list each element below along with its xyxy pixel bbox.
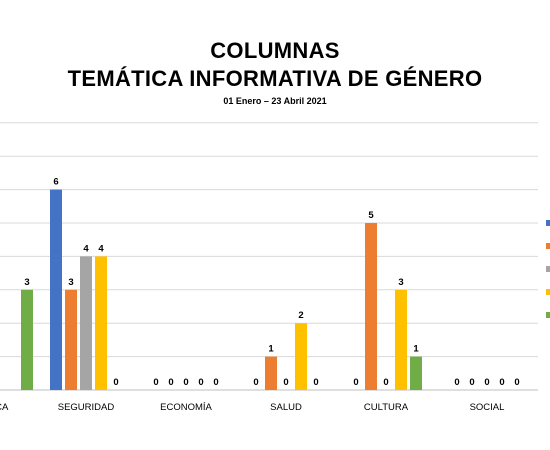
data-label: 0	[183, 377, 188, 388]
data-label: 0	[484, 377, 489, 388]
legend-marker	[546, 266, 550, 272]
data-label: 0	[153, 377, 158, 388]
bar	[95, 256, 107, 390]
data-label: 1	[413, 344, 419, 355]
data-label: 0	[113, 377, 118, 388]
bar	[80, 256, 92, 390]
data-label: 0	[168, 377, 173, 388]
data-label: 0	[198, 377, 203, 388]
data-label: 5	[368, 210, 374, 221]
data-label: 0	[383, 377, 388, 388]
data-label: 3	[68, 277, 73, 288]
legend-marker	[546, 289, 550, 295]
data-label: 0	[499, 377, 504, 388]
data-label: 0	[313, 377, 318, 388]
bar	[21, 289, 33, 390]
x-tick-label: …CA	[0, 402, 9, 413]
data-label: 3	[24, 277, 29, 288]
x-tick-label: SALUD	[270, 402, 302, 413]
data-label: 0	[514, 377, 519, 388]
bar	[50, 189, 62, 390]
legend-marker	[546, 243, 550, 249]
data-label: 2	[298, 310, 303, 321]
data-label: 1	[268, 344, 274, 355]
legend-marker	[546, 220, 550, 226]
data-label: 0	[353, 377, 358, 388]
bar	[265, 356, 277, 390]
x-tick-label: CULTURA	[364, 402, 409, 413]
x-tick-label: SOCIAL	[470, 402, 505, 413]
data-label: 0	[283, 377, 288, 388]
data-label: 6	[53, 177, 58, 188]
bar	[395, 289, 407, 390]
data-label: 0	[253, 377, 258, 388]
bar	[365, 223, 377, 390]
bar	[65, 289, 77, 390]
bar	[295, 323, 307, 390]
data-label: 0	[454, 377, 459, 388]
legend-marker	[546, 312, 550, 318]
data-label: 4	[83, 243, 89, 254]
data-label: 4	[98, 243, 104, 254]
chart-subtitle: 01 Enero – 23 Abril 2021	[223, 96, 327, 106]
x-tick-label: ECONOMÍA	[160, 402, 212, 413]
chart-title-line2: TEMÁTICA INFORMATIVA DE GÉNERO	[67, 66, 483, 91]
x-tick-label: SEGURIDAD	[58, 402, 115, 413]
data-label: 0	[213, 377, 218, 388]
bar	[410, 356, 422, 390]
data-label: 0	[469, 377, 474, 388]
chart-title: COLUMNAS	[210, 38, 340, 63]
data-label: 3	[398, 277, 403, 288]
